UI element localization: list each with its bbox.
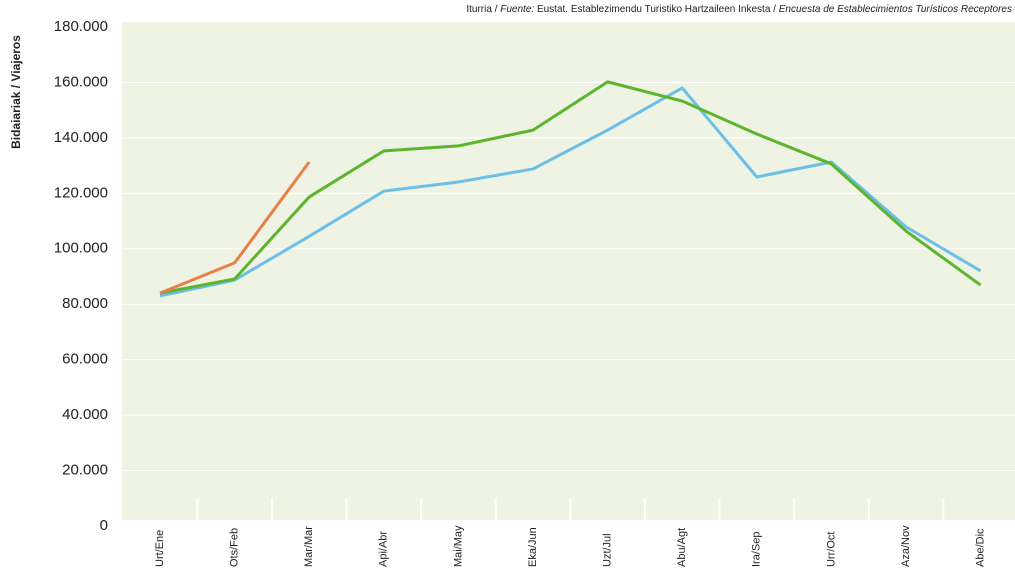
y-tick-label: 40.000 xyxy=(62,406,108,423)
y-tick-label: 140.000 xyxy=(54,129,108,146)
y-tick-label: 0 xyxy=(100,517,108,534)
source-text: Eustat. Establezimendu Turistiko Hartzai… xyxy=(537,4,776,15)
source-label: Iturria / xyxy=(466,4,497,15)
x-tick-label: Ots/Feb xyxy=(229,528,241,567)
plot-area xyxy=(122,22,1015,520)
y-tick-label: 60.000 xyxy=(62,351,108,368)
x-tick-label: Mar/Mar xyxy=(303,526,315,567)
x-tick-label: Abu/Agt xyxy=(676,528,688,567)
x-tick-label: Eka/Jun xyxy=(527,527,539,567)
x-tick-label: Urt/Ene xyxy=(154,530,166,567)
y-tick-label: 100.000 xyxy=(54,240,108,257)
y-tick-label: 80.000 xyxy=(62,295,108,312)
y-tick-label: 160.000 xyxy=(54,73,108,90)
source: Iturria / Fuente: Eustat. Establezimendu… xyxy=(466,4,1012,15)
y-tick-label: 120.000 xyxy=(54,184,108,201)
x-tick-label: Mai/May xyxy=(452,525,464,567)
y-tick-label: 180.000 xyxy=(54,18,108,35)
series-line xyxy=(159,80,982,295)
x-tick-label: Aza/Nov xyxy=(900,525,912,567)
source-text-es: Encuesta de Establecimientos Turísticos … xyxy=(779,4,1012,15)
y-tick-label: 20.000 xyxy=(62,462,108,479)
x-tick-label: Ira/Sep xyxy=(751,532,763,567)
series-line xyxy=(159,161,311,295)
x-tick-label: Urr/Oct xyxy=(825,532,837,567)
y-axis-label: Bidaiariak / Viajeros xyxy=(9,35,23,149)
x-tick-label: Api/Abr xyxy=(378,531,390,567)
x-tick-label: Abe/Dic xyxy=(975,528,987,567)
series-line xyxy=(159,86,982,298)
x-tick-label: Uzt/Jul xyxy=(602,533,614,567)
source-label-es: Fuente: xyxy=(500,4,534,15)
